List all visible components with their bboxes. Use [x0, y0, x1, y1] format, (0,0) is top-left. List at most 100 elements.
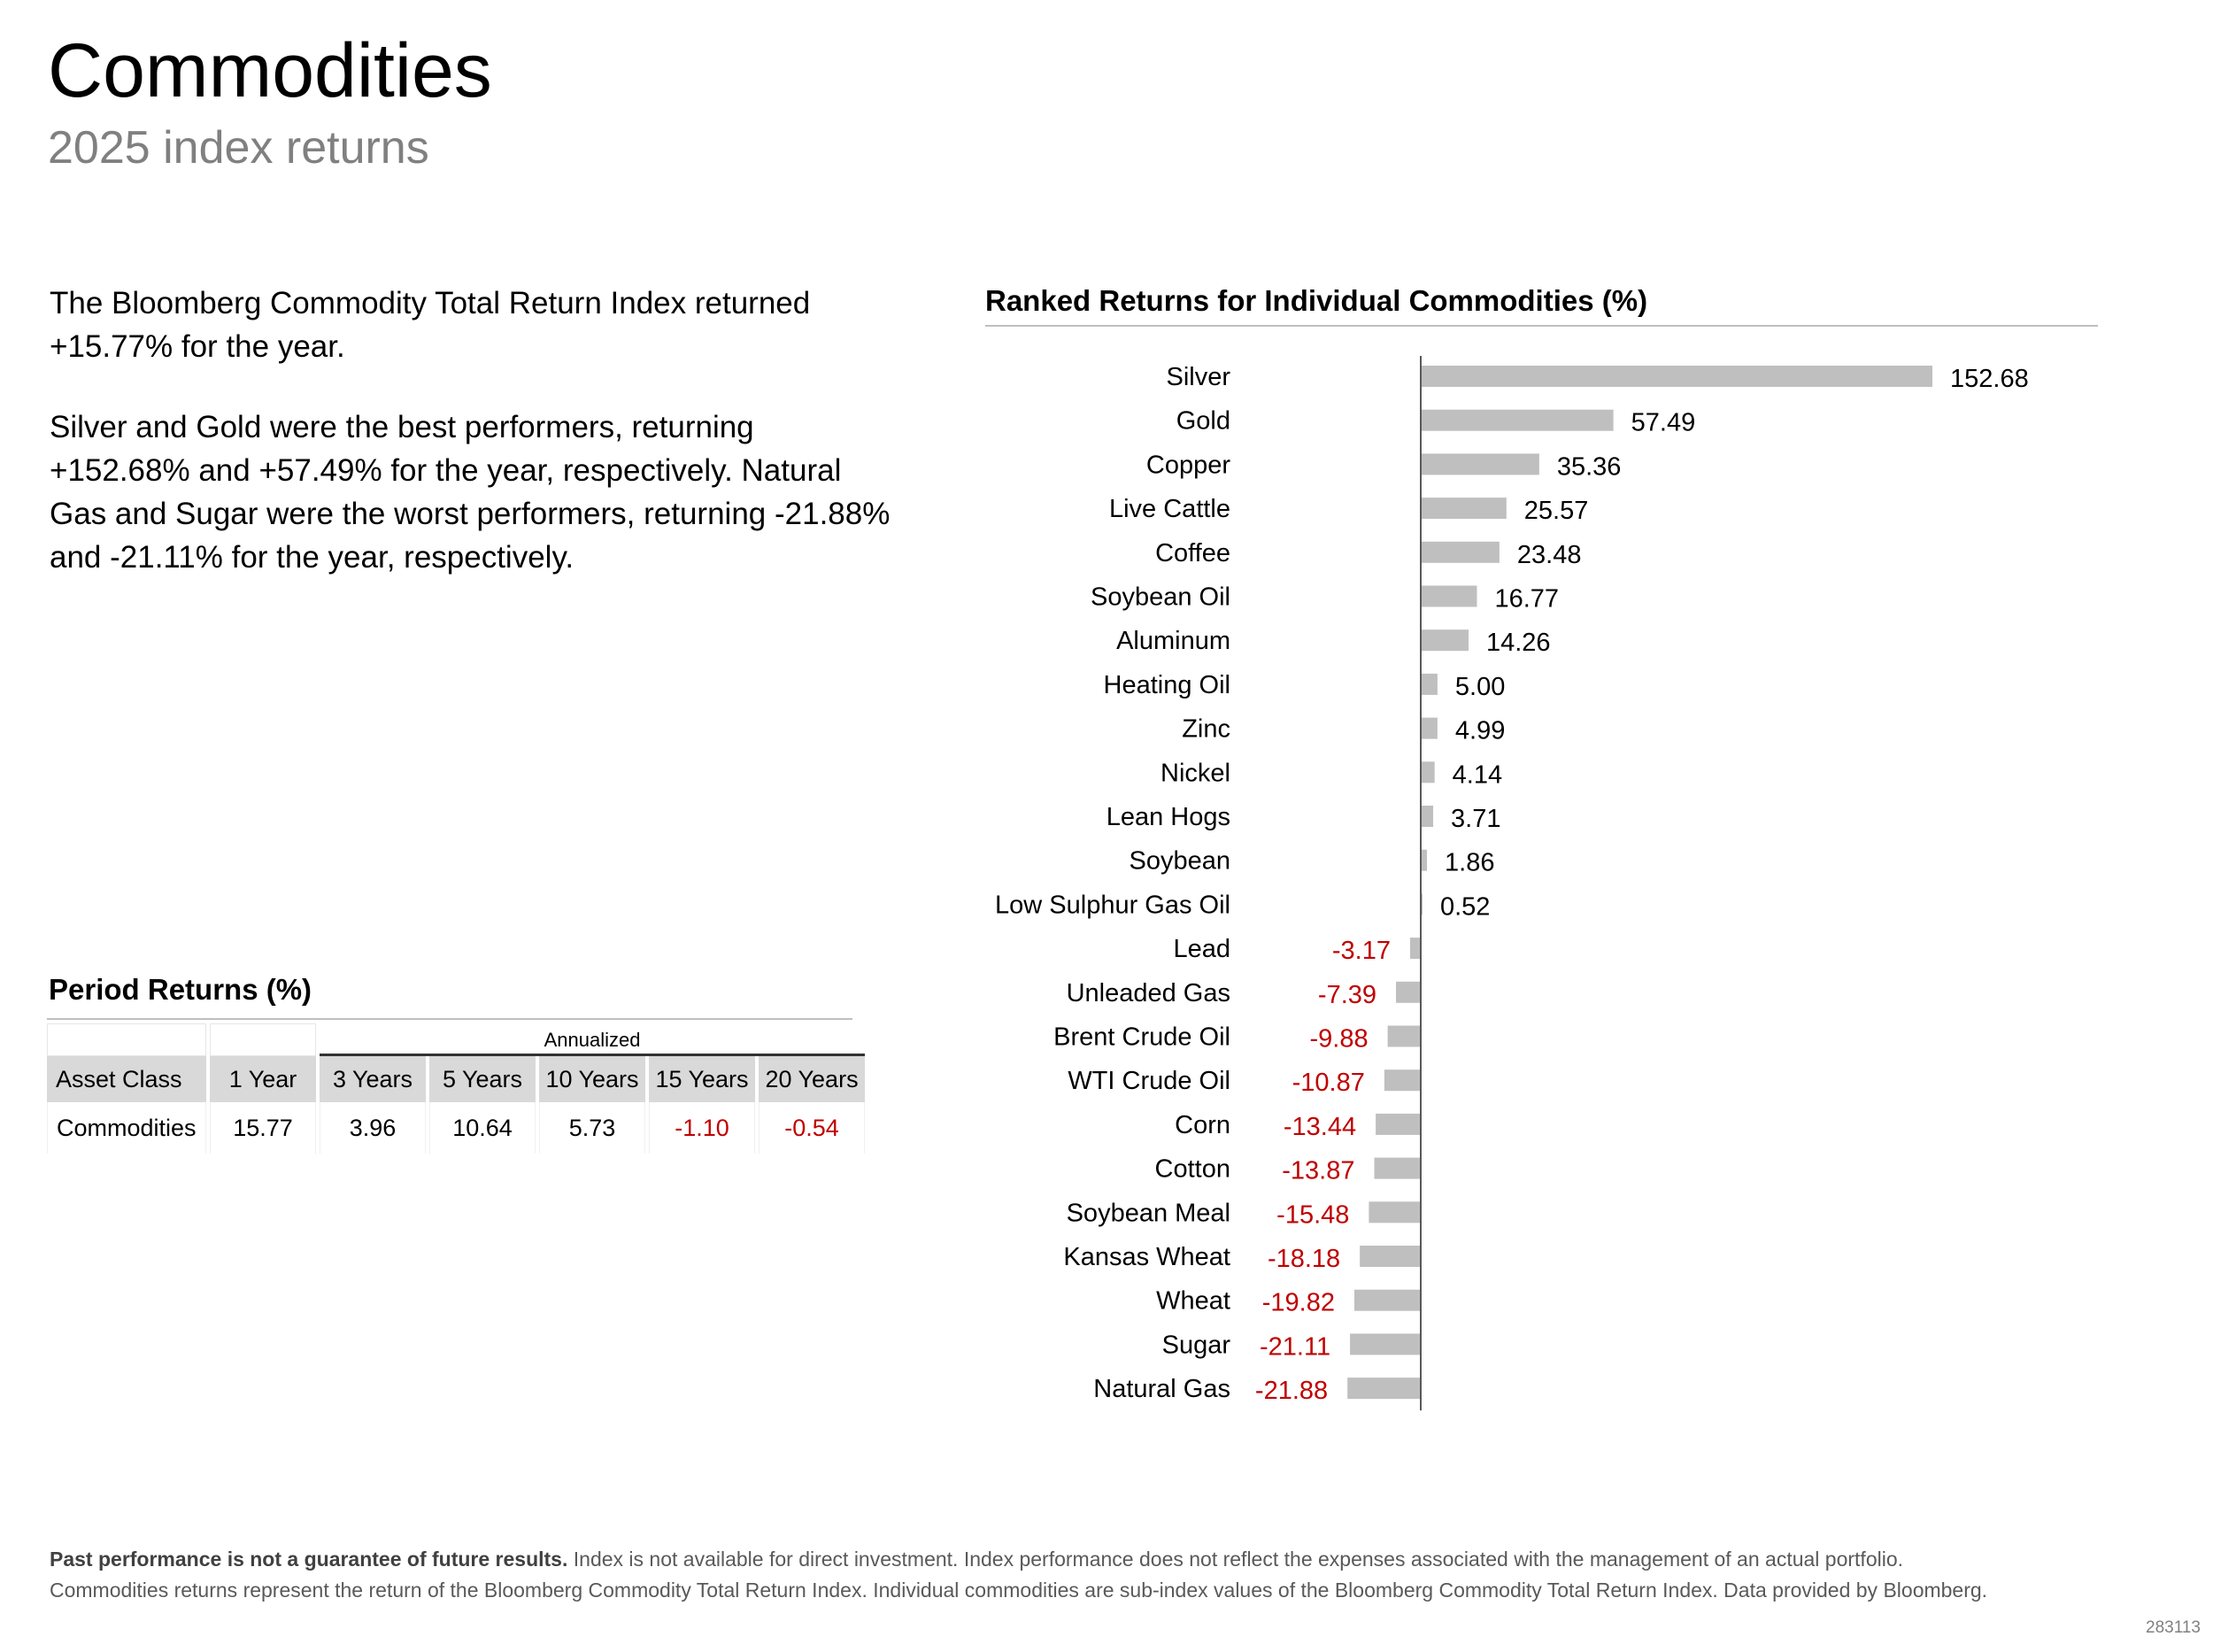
- data-label: -13.44: [1284, 1113, 1356, 1141]
- category-label: Nickel: [1160, 759, 1230, 787]
- category-label: Lean Hogs: [1106, 803, 1230, 831]
- data-label: 23.48: [1517, 541, 1582, 569]
- bar: [1369, 1201, 1421, 1224]
- data-label: 1.86: [1445, 849, 1494, 877]
- data-label: -19.82: [1262, 1289, 1335, 1317]
- cell-20-years: -0.54: [759, 1102, 866, 1154]
- footnote-bold: Past performance is not a guarantee of f…: [50, 1548, 568, 1571]
- table-header-row: Asset Class 1 Year 3 Years 5 Years 10 Ye…: [47, 1056, 866, 1102]
- page-title: Commodities: [48, 28, 492, 113]
- column-header-5-years: 5 Years: [429, 1056, 536, 1102]
- column-header-10-years: 10 Years: [539, 1056, 645, 1102]
- bar: [1353, 1289, 1421, 1311]
- cell-asset-class: Commodities: [47, 1102, 206, 1154]
- bar: [1384, 1069, 1421, 1092]
- category-label: Brent Crude Oil: [1053, 1023, 1230, 1052]
- data-label: -10.87: [1292, 1069, 1365, 1097]
- data-label: 16.77: [1494, 585, 1559, 614]
- category-label: Kansas Wheat: [1063, 1243, 1230, 1271]
- data-label: -21.88: [1255, 1377, 1328, 1405]
- category-label: Copper: [1146, 451, 1230, 479]
- category-label: Zinc: [1182, 715, 1230, 744]
- cell-3-years: 3.96: [320, 1102, 426, 1154]
- data-label: 14.26: [1486, 629, 1551, 657]
- cell-5-years: 10.64: [429, 1102, 536, 1154]
- data-label: 0.52: [1440, 892, 1490, 921]
- category-label: Unleaded Gas: [1067, 979, 1230, 1007]
- footnote-line-1-text: Index is not available for direct invest…: [567, 1548, 1904, 1571]
- bar: [1374, 1157, 1421, 1179]
- category-label: Natural Gas: [1093, 1375, 1230, 1403]
- bar: [1360, 1246, 1421, 1267]
- column-header-15-years: 15 Years: [649, 1056, 755, 1102]
- bar: [1396, 981, 1421, 1003]
- bar: [1421, 366, 1932, 387]
- column-header-20-years: 20 Years: [759, 1056, 866, 1102]
- bar: [1421, 585, 1477, 607]
- category-label: Low Sulphur Gas Oil: [995, 891, 1230, 919]
- period-returns-table: Annualized Asset Class 1 Year 3 Years 5 …: [43, 1023, 868, 1154]
- bar: [1421, 453, 1539, 475]
- category-label: Sugar: [1162, 1331, 1231, 1359]
- data-label: 152.68: [1950, 365, 2029, 393]
- category-label: Lead: [1173, 935, 1230, 963]
- summary-paragraph-2: Silver and Gold were the best performers…: [50, 410, 891, 575]
- category-label: Cotton: [1155, 1155, 1230, 1184]
- category-label: Corn: [1175, 1111, 1230, 1139]
- summary-paragraph-1: The Bloomberg Commodity Total Return Ind…: [50, 286, 811, 364]
- table-blank-cell: [210, 1023, 316, 1056]
- period-returns-divider: [47, 1018, 852, 1020]
- bar: [1421, 498, 1507, 520]
- cell-1-year: 15.77: [210, 1102, 316, 1154]
- category-label: Aluminum: [1116, 627, 1230, 655]
- category-label: Live Cattle: [1109, 495, 1230, 523]
- category-label: Coffee: [1155, 539, 1230, 567]
- column-header-3-years: 3 Years: [320, 1056, 426, 1102]
- data-label: -13.87: [1282, 1157, 1354, 1185]
- category-label: Soybean Oil: [1091, 583, 1230, 612]
- table-annualized-row: Annualized: [47, 1023, 866, 1056]
- category-label: Soybean: [1130, 847, 1231, 876]
- bar: [1421, 409, 1614, 431]
- bar: [1409, 938, 1421, 960]
- data-label: 57.49: [1631, 409, 1696, 437]
- category-label: Silver: [1166, 363, 1230, 391]
- data-label: 4.14: [1453, 760, 1502, 789]
- bar: [1421, 761, 1435, 784]
- bar: [1421, 541, 1500, 563]
- bar: [1376, 1113, 1421, 1135]
- data-label: -21.11: [1260, 1332, 1330, 1361]
- ranked-returns-chart: Silver 152.68 Gold 57.49 Copper 35.36 Live Cat…: [995, 356, 2029, 1411]
- data-label: -7.39: [1318, 981, 1376, 1009]
- period-returns-title: Period Returns (%): [49, 973, 312, 1006]
- data-label: -9.88: [1309, 1025, 1368, 1054]
- bar: [1421, 629, 1469, 652]
- bar: [1421, 673, 1438, 695]
- category-label: Heating Oil: [1104, 671, 1230, 699]
- footnote-line-2: Commodities returns represent the return…: [50, 1579, 1988, 1602]
- summary-text: The Bloomberg Commodity Total Return Ind…: [50, 282, 899, 616]
- data-label: -3.17: [1332, 937, 1391, 965]
- category-label: WTI Crude Oil: [1068, 1067, 1230, 1095]
- table-row: Commodities 15.77 3.96 10.64 5.73 -1.10 …: [47, 1102, 866, 1154]
- footnote-line-1: Past performance is not a guarantee of f…: [50, 1544, 2103, 1575]
- category-label: Wheat: [1156, 1287, 1230, 1316]
- bar: [1350, 1333, 1421, 1355]
- category-label: Gold: [1176, 407, 1230, 436]
- cell-10-years: 5.73: [539, 1102, 645, 1154]
- bar: [1421, 717, 1438, 739]
- footnote: Past performance is not a guarantee of f…: [50, 1544, 2103, 1606]
- annualized-header: Annualized: [320, 1023, 866, 1056]
- column-header-asset-class: Asset Class: [47, 1056, 206, 1102]
- data-label: 25.57: [1524, 497, 1589, 525]
- cell-15-years: -1.10: [649, 1102, 755, 1154]
- data-label: 3.71: [1451, 805, 1500, 833]
- chart-title-divider: [985, 325, 2098, 327]
- category-label: Soybean Meal: [1067, 1199, 1230, 1227]
- data-label: -18.18: [1268, 1245, 1340, 1273]
- data-label: -15.48: [1276, 1200, 1349, 1229]
- bar: [1421, 806, 1434, 827]
- data-label: 35.36: [1557, 452, 1622, 481]
- chart-title: Ranked Returns for Individual Commoditie…: [985, 284, 1648, 317]
- document-code: 283113: [2146, 1618, 2201, 1637]
